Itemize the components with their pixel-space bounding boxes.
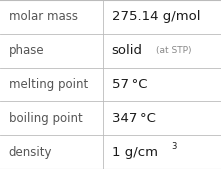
Text: melting point: melting point [9, 78, 88, 91]
Text: 57 °C: 57 °C [112, 78, 147, 91]
Text: phase: phase [9, 44, 44, 57]
Text: boiling point: boiling point [9, 112, 83, 125]
Text: density: density [9, 146, 52, 159]
Text: 275.14 g/mol: 275.14 g/mol [112, 10, 200, 23]
Text: molar mass: molar mass [9, 10, 78, 23]
Text: 3: 3 [171, 142, 176, 151]
Text: 347 °C: 347 °C [112, 112, 156, 125]
Text: 1 g/cm: 1 g/cm [112, 146, 158, 159]
Text: solid: solid [112, 44, 143, 57]
Text: (at STP): (at STP) [156, 46, 192, 55]
